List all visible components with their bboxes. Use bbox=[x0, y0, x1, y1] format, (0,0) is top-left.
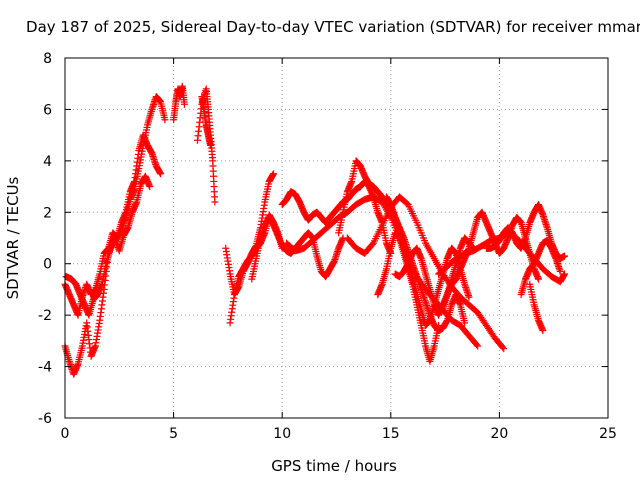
series-trace-21 bbox=[526, 280, 547, 335]
x-tick-label: 10 bbox=[273, 426, 291, 442]
y-tick-label: 0 bbox=[43, 257, 52, 273]
data-point bbox=[499, 343, 507, 351]
data-point bbox=[211, 198, 219, 206]
x-tick-label: 0 bbox=[61, 426, 70, 442]
y-tick-label: 4 bbox=[43, 154, 52, 170]
data-point bbox=[207, 141, 215, 149]
data-points bbox=[61, 82, 569, 378]
data-point bbox=[270, 170, 278, 178]
series-trace-18 bbox=[439, 234, 477, 314]
x-tick-label: 20 bbox=[490, 426, 508, 442]
data-point bbox=[465, 293, 473, 301]
data-point bbox=[474, 342, 482, 350]
y-tick-label: 6 bbox=[43, 102, 52, 118]
axis-ticks: 0 5 10 15 20 25 -6 -4 -2 0 2 4 6 8 bbox=[38, 51, 617, 442]
y-tick-label: -4 bbox=[38, 360, 52, 376]
x-tick-label: 5 bbox=[169, 426, 178, 442]
data-point bbox=[435, 321, 443, 329]
series-trace-4 bbox=[170, 82, 188, 124]
data-point bbox=[556, 267, 564, 275]
data-point bbox=[146, 183, 154, 191]
data-point bbox=[368, 240, 376, 248]
data-point bbox=[461, 319, 469, 327]
series-trace-16 bbox=[374, 229, 443, 365]
data-point bbox=[180, 100, 188, 108]
data-point bbox=[161, 116, 169, 124]
y-tick-label: -2 bbox=[38, 308, 52, 324]
data-point bbox=[469, 244, 477, 252]
series-trace-20 bbox=[517, 237, 564, 299]
plot-frame bbox=[64, 57, 609, 419]
series-trace-3 bbox=[62, 172, 154, 319]
data-point bbox=[500, 345, 508, 353]
series-trace-6 bbox=[198, 93, 215, 149]
data-point bbox=[561, 252, 569, 260]
data-point bbox=[561, 270, 569, 278]
data-point bbox=[473, 341, 481, 349]
x-axis-label: GPS time / hours bbox=[271, 457, 397, 475]
y-tick-label: -6 bbox=[38, 411, 52, 427]
y-axis-label: SDTVAR / TECUs bbox=[4, 176, 22, 299]
data-point bbox=[534, 275, 542, 283]
data-point bbox=[157, 170, 165, 178]
y-tick-label: 8 bbox=[43, 51, 52, 67]
x-tick-label: 15 bbox=[382, 426, 400, 442]
data-point bbox=[539, 327, 547, 335]
chart-title: Day 187 of 2025, Sidereal Day-to-day VTE… bbox=[26, 18, 640, 36]
x-tick-label: 25 bbox=[599, 426, 617, 442]
grid-lines bbox=[65, 58, 608, 418]
y-tick-label: 2 bbox=[43, 205, 52, 221]
